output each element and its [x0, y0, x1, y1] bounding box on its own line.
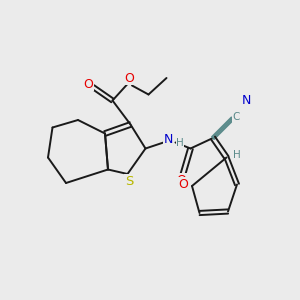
Text: O: O — [84, 77, 93, 91]
Text: H: H — [176, 137, 184, 148]
Text: H: H — [233, 149, 241, 160]
Text: O: O — [177, 174, 186, 187]
Text: N: N — [163, 133, 173, 146]
Text: C: C — [232, 112, 240, 122]
Text: O: O — [178, 178, 188, 191]
Text: O: O — [124, 71, 134, 85]
Text: S: S — [125, 175, 133, 188]
Text: N: N — [242, 94, 251, 107]
